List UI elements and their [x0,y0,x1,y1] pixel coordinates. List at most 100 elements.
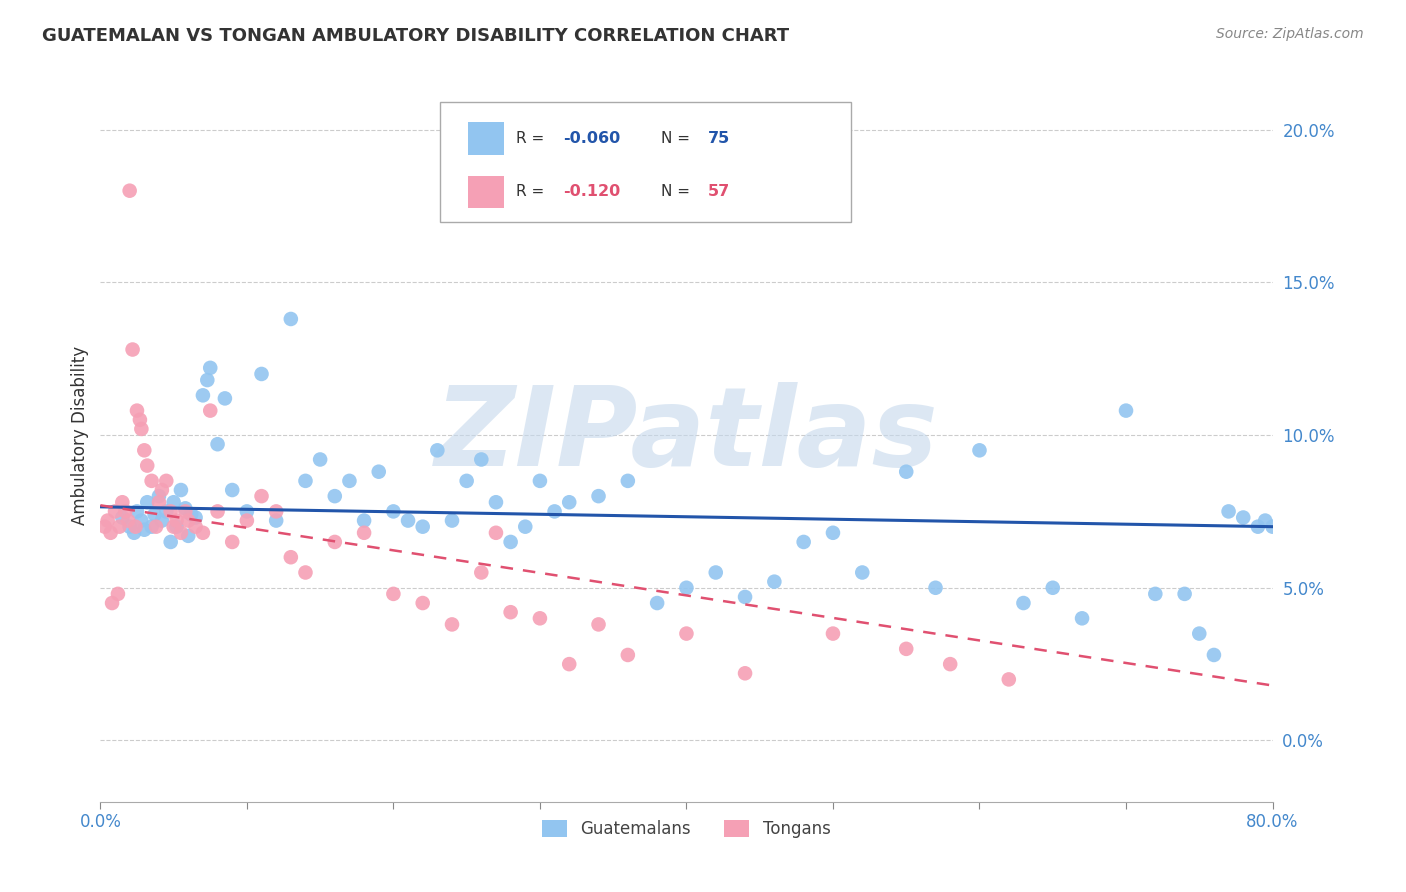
Point [114,504,136,518]
Point [485,525,508,540]
Point [145,519,167,533]
Text: -0.120: -0.120 [564,185,620,199]
Point [426,443,449,458]
Point [221,483,243,497]
Point [280,550,302,565]
Point [1144,587,1167,601]
Point [125,403,148,417]
Point [111,510,134,524]
Point [117,514,139,528]
Point [323,489,346,503]
Point [997,673,1019,687]
Text: 75: 75 [707,131,730,146]
Point [558,495,581,509]
Point [162,495,184,509]
Point [101,596,124,610]
Point [180,508,202,522]
Point [170,525,193,540]
Point [155,504,177,518]
Point [97,514,120,528]
Point [148,489,170,503]
Point [617,648,640,662]
FancyBboxPatch shape [468,176,503,208]
Text: Source: ZipAtlas.com: Source: ZipAtlas.com [1216,27,1364,41]
Point [191,388,214,402]
Point [207,437,229,451]
Point [1218,504,1240,518]
Text: N =: N = [661,131,695,146]
Point [111,495,134,509]
Y-axis label: Ambulatory Disability: Ambulatory Disability [72,345,89,524]
Point [499,605,522,619]
Point [412,596,434,610]
Text: ZIPatlas: ZIPatlas [434,382,938,489]
Point [793,535,815,549]
Point [367,465,389,479]
Text: GUATEMALAN VS TONGAN AMBULATORY DISABILITY CORRELATION CHART: GUATEMALAN VS TONGAN AMBULATORY DISABILI… [42,27,789,45]
Point [236,504,259,518]
Point [485,495,508,509]
Point [1042,581,1064,595]
Point [1202,648,1225,662]
Point [558,657,581,672]
Point [118,519,141,533]
Point [939,657,962,672]
Point [124,519,146,533]
Point [543,504,565,518]
Point [396,514,419,528]
Point [264,504,287,518]
Point [821,525,844,540]
Text: 57: 57 [707,185,730,199]
Point [236,514,259,528]
Point [148,495,170,509]
Point [100,525,122,540]
Point [704,566,727,580]
Point [184,510,207,524]
Point [529,611,551,625]
Point [207,504,229,518]
Point [734,590,756,604]
Point [675,581,697,595]
Point [280,312,302,326]
Point [969,443,991,458]
Point [1071,611,1094,625]
Point [125,504,148,518]
Point [162,519,184,533]
Point [200,360,222,375]
Point [177,514,200,528]
FancyBboxPatch shape [468,122,503,154]
Text: -0.060: -0.060 [564,131,620,146]
Point [734,666,756,681]
Point [118,184,141,198]
Point [131,514,153,528]
Point [617,474,640,488]
Point [1188,626,1211,640]
Point [924,581,946,595]
Point [440,514,463,528]
Point [195,373,218,387]
Point [214,392,236,406]
Point [200,403,222,417]
Point [529,474,551,488]
Point [323,535,346,549]
Point [339,474,361,488]
Point [456,474,478,488]
Point [150,483,173,497]
Point [515,519,537,533]
Point [93,519,115,533]
Point [174,501,197,516]
Point [136,458,159,473]
Point [129,413,152,427]
Legend: Guatemalans, Tongans: Guatemalans, Tongans [536,813,838,845]
Point [382,504,405,518]
Point [763,574,786,589]
Point [136,495,159,509]
Text: R =: R = [516,131,550,146]
Point [141,474,163,488]
Point [499,535,522,549]
Point [177,529,200,543]
Point [588,617,610,632]
Point [250,367,273,381]
Point [1247,519,1270,533]
Point [166,514,188,528]
